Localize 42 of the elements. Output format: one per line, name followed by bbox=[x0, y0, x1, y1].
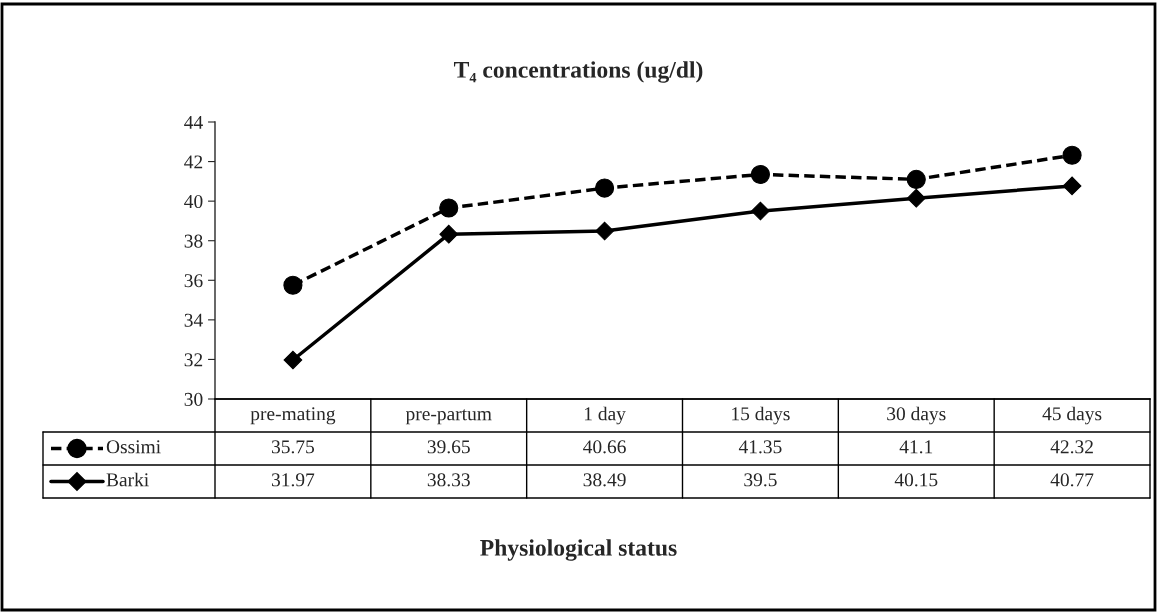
data-label: 42.32 bbox=[1050, 440, 1093, 454]
data-label: 38.33 bbox=[427, 473, 470, 487]
data-label: 39.5 bbox=[744, 473, 777, 487]
y-tick-label: 40 bbox=[184, 194, 203, 209]
point bbox=[595, 178, 615, 198]
point bbox=[1062, 145, 1082, 165]
x-tick-label: pre-mating bbox=[250, 407, 336, 425]
point bbox=[906, 188, 926, 208]
x-axis-title: Physiological status bbox=[480, 539, 677, 561]
x-tick-label: 30 days bbox=[887, 406, 946, 425]
y-tick-label: 38 bbox=[184, 234, 203, 248]
y-tick-label: 36 bbox=[184, 274, 203, 288]
x-tick-label: 45 days bbox=[1042, 406, 1102, 425]
y-tick-label: 34 bbox=[184, 313, 203, 327]
x-tick-label: pre-partum bbox=[405, 409, 492, 425]
data-label: 40.15 bbox=[894, 473, 938, 487]
x-tick-label: 1 day bbox=[584, 406, 626, 425]
legend-label: Barki bbox=[106, 472, 149, 487]
point bbox=[751, 201, 770, 221]
data-label: 41.1 bbox=[899, 440, 933, 454]
data-label: 35.75 bbox=[271, 440, 315, 454]
point bbox=[439, 224, 459, 244]
data-label: 39.65 bbox=[427, 440, 470, 454]
x-tick-label: 15 days bbox=[732, 406, 790, 425]
data-label: 40.66 bbox=[583, 440, 626, 454]
data-label: 38.49 bbox=[583, 473, 626, 487]
y-tick-label: 32 bbox=[184, 353, 203, 367]
point bbox=[439, 198, 459, 218]
y-tick-label: 30 bbox=[184, 392, 203, 406]
point bbox=[750, 164, 770, 184]
y-tick-label: 44 bbox=[184, 115, 203, 129]
point bbox=[283, 350, 303, 370]
chart-title: T₄ concentrations (ug/dl) bbox=[454, 61, 703, 83]
y-tick-label: 42 bbox=[184, 155, 203, 169]
point bbox=[283, 275, 303, 295]
point bbox=[595, 221, 614, 241]
point bbox=[906, 169, 926, 189]
data-label: 41.35 bbox=[738, 440, 782, 454]
data-label: 40.77 bbox=[1050, 473, 1094, 487]
point bbox=[1062, 176, 1082, 196]
data-label: 31.97 bbox=[271, 473, 315, 487]
legend-label: Ossimi bbox=[106, 440, 161, 454]
